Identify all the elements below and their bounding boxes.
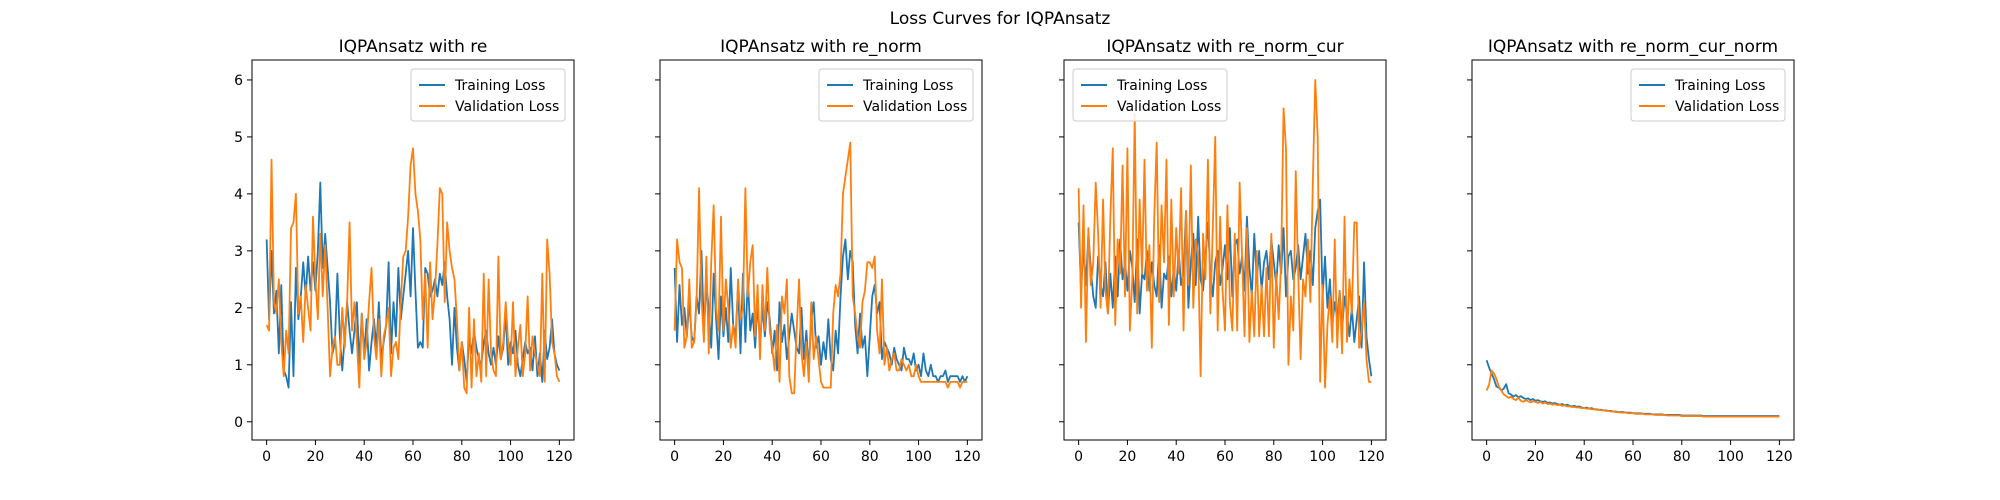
x-tick-label: 80 bbox=[1265, 449, 1283, 465]
legend: Training Loss Validation Loss bbox=[1630, 68, 1786, 122]
subplot-title: IQPAnsatz with re bbox=[339, 37, 488, 57]
subplot-grid: IQPAnsatz with re 0 20 40 60 80 100 120 0 1 2 3 4 5 6 T… bbox=[234, 37, 1795, 465]
x-tick-label: 60 bbox=[1216, 449, 1234, 465]
legend-training-label: Training Loss bbox=[454, 78, 545, 94]
training-loss-line bbox=[673, 238, 969, 383]
legend-box bbox=[1630, 68, 1786, 122]
y-tick-label: 2 bbox=[234, 301, 243, 317]
x-tick-label: 80 bbox=[1673, 449, 1691, 465]
legend-box bbox=[1072, 68, 1228, 122]
x-tick-label: 40 bbox=[1575, 449, 1593, 465]
x-tick-label: 60 bbox=[1624, 449, 1642, 465]
x-tick-label: 20 bbox=[1527, 449, 1545, 465]
legend-training-label: Training Loss bbox=[1674, 78, 1765, 94]
x-tick-label: 0 bbox=[262, 449, 271, 465]
x-tick-label: 40 bbox=[1167, 449, 1185, 465]
y-tick-label: 6 bbox=[234, 73, 243, 89]
x-tick-label: 120 bbox=[1358, 449, 1385, 465]
x-tick-label: 80 bbox=[861, 449, 879, 465]
x-tick-label: 40 bbox=[763, 449, 781, 465]
legend-validation-label: Validation Loss bbox=[1675, 99, 1779, 115]
x-tick-label: 20 bbox=[1119, 449, 1137, 465]
subplot-1: IQPAnsatz with re 0 20 40 60 80 100 120 0 1 2 3 4 5 6 T… bbox=[234, 37, 575, 465]
subplot-title: IQPAnsatz with re_norm_cur_norm bbox=[1488, 37, 1778, 57]
x-tick-label: 0 bbox=[1074, 449, 1083, 465]
x-tick-label: 20 bbox=[715, 449, 733, 465]
x-tick-label: 0 bbox=[1482, 449, 1491, 465]
axes-frame bbox=[1063, 59, 1387, 441]
x-tick-label: 100 bbox=[905, 449, 932, 465]
x-tick-label: 120 bbox=[546, 449, 573, 465]
legend-box bbox=[818, 68, 974, 122]
axes-frame bbox=[1471, 59, 1795, 441]
subplot-3: IQPAnsatz with re_norm_cur 0 20 40 60 80 100 12… bbox=[1059, 37, 1387, 465]
legend-training-label: Training Loss bbox=[862, 78, 953, 94]
axes-frame bbox=[659, 59, 983, 441]
x-tick-label: 100 bbox=[497, 449, 524, 465]
legend: Training Loss Validation Loss bbox=[410, 68, 566, 122]
x-tick-label: 120 bbox=[954, 449, 981, 465]
y-tick-label: 0 bbox=[234, 415, 243, 431]
legend-validation-label: Validation Loss bbox=[455, 99, 559, 115]
legend-validation-label: Validation Loss bbox=[863, 99, 967, 115]
validation-loss-line bbox=[673, 141, 968, 395]
plot-area bbox=[1472, 60, 1794, 440]
legend: Training Loss Validation Loss bbox=[1072, 68, 1228, 122]
legend-validation-label: Validation Loss bbox=[1117, 99, 1221, 115]
x-tick-label: 120 bbox=[1766, 449, 1793, 465]
figure-title: Loss Curves for IQPAnsatz bbox=[890, 9, 1111, 29]
x-tick-label: 20 bbox=[307, 449, 325, 465]
x-tick-label: 60 bbox=[404, 449, 422, 465]
validation-loss-line bbox=[1077, 79, 1372, 389]
x-tick-label: 40 bbox=[355, 449, 373, 465]
y-tick-label: 1 bbox=[234, 358, 243, 374]
y-tick-label: 5 bbox=[234, 130, 243, 146]
x-tick-label: 60 bbox=[812, 449, 830, 465]
subplot-4: IQPAnsatz with re_norm_cur_norm 0 20 40 60 80… bbox=[1467, 37, 1795, 465]
x-tick-label: 100 bbox=[1309, 449, 1336, 465]
validation-loss-line bbox=[1485, 369, 1780, 418]
legend-box bbox=[410, 68, 566, 122]
y-tick-label: 4 bbox=[234, 187, 243, 203]
x-tick-label: 100 bbox=[1717, 449, 1744, 465]
x-tick-label: 0 bbox=[670, 449, 679, 465]
legend: Training Loss Validation Loss bbox=[818, 68, 974, 122]
subplot-title: IQPAnsatz with re_norm bbox=[720, 37, 922, 57]
legend-training-label: Training Loss bbox=[1116, 78, 1207, 94]
axes-frame bbox=[251, 59, 575, 441]
subplot-title: IQPAnsatz with re_norm_cur bbox=[1106, 37, 1343, 57]
y-tick-label: 3 bbox=[234, 244, 243, 260]
subplot-2: IQPAnsatz with re_norm 0 20 40 60 80 100 120 Tra… bbox=[655, 37, 983, 465]
x-tick-label: 80 bbox=[453, 449, 471, 465]
validation-loss-line bbox=[265, 147, 561, 395]
